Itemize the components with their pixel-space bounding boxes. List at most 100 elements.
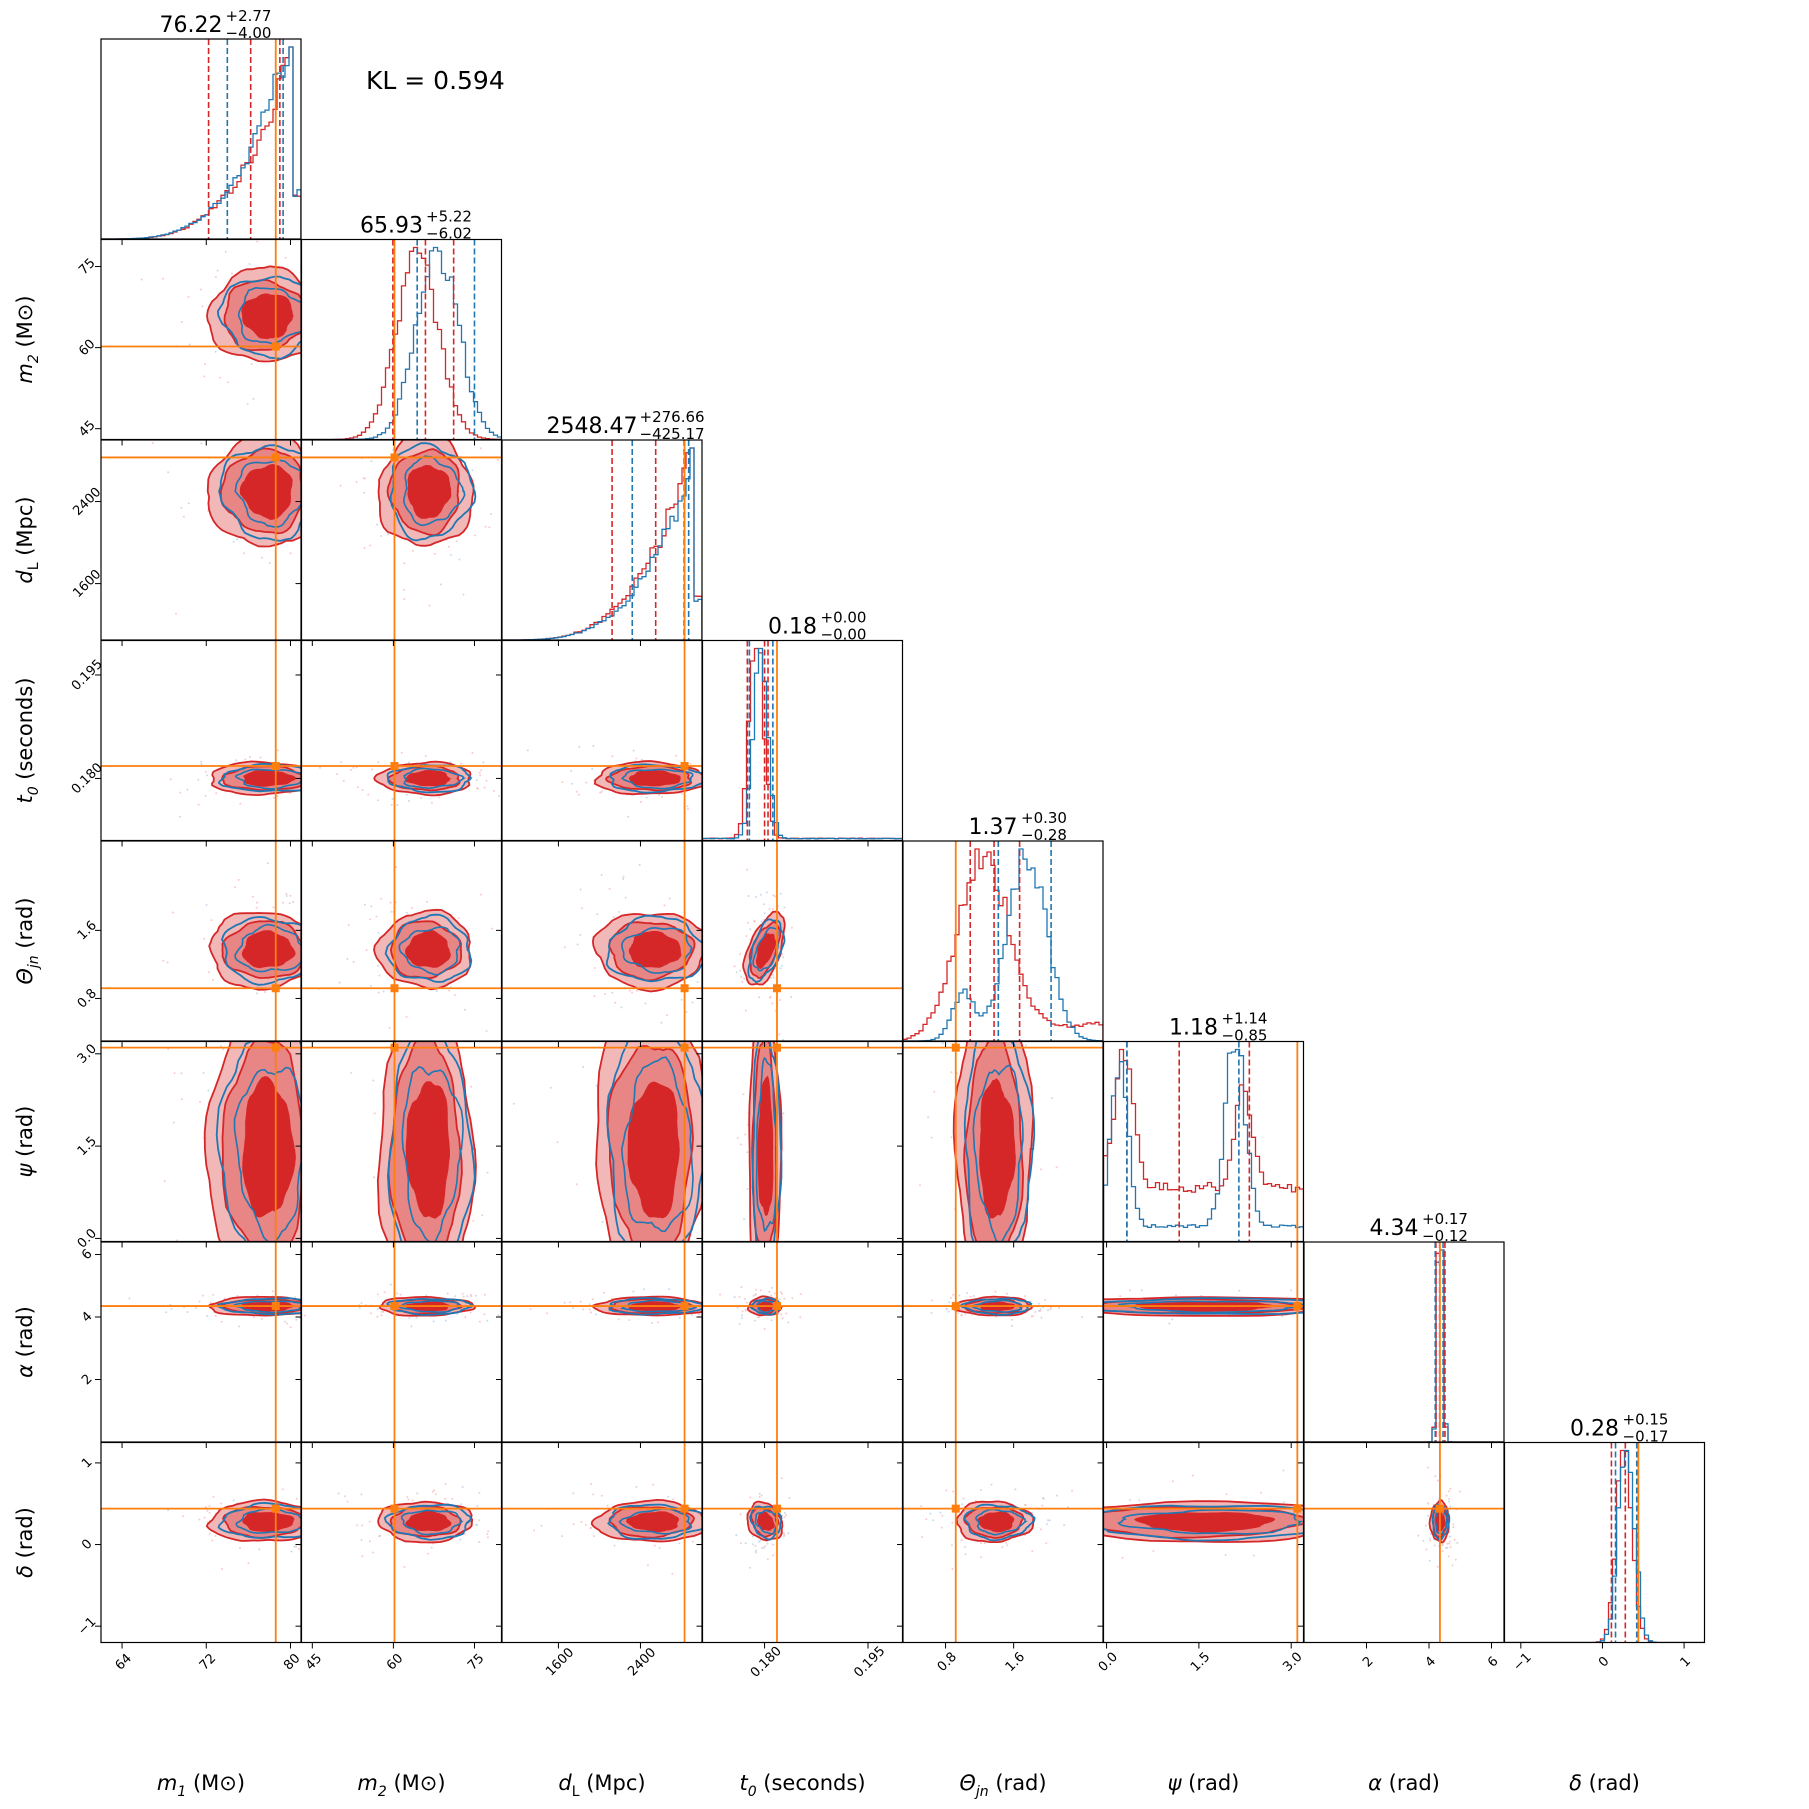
- scatter-point: [760, 1359, 762, 1361]
- scatter-point: [466, 1295, 469, 1298]
- scatter-point: [309, 924, 311, 926]
- scatter-point: [480, 769, 483, 772]
- scatter-point: [769, 1282, 771, 1284]
- scatter-point: [925, 1518, 928, 1521]
- scatter-point: [1260, 1491, 1263, 1494]
- scatter-point: [685, 1010, 688, 1013]
- scatter-point: [327, 1545, 329, 1547]
- y-tick-label: 0.8: [75, 986, 100, 1011]
- scatter-point: [782, 1112, 785, 1115]
- x-tick-label: 3.0: [1280, 1650, 1305, 1675]
- scatter-point: [494, 1028, 496, 1030]
- scatter-point: [1052, 1015, 1054, 1017]
- panel-frame: [300, 1241, 503, 1443]
- scatter-point: [1464, 1520, 1466, 1522]
- red-histogram-step: [702, 647, 903, 841]
- scatter-point: [646, 1564, 649, 1567]
- scatter-point: [737, 788, 739, 790]
- scatter-point: [483, 786, 486, 789]
- scatter-point: [335, 928, 337, 930]
- scatter-point: [749, 1290, 751, 1292]
- scatter-point: [772, 894, 775, 897]
- scatter-point: [687, 808, 689, 810]
- y-tick-label: 6: [79, 1247, 95, 1263]
- panel-frame: [701, 1441, 904, 1644]
- scatter-point: [1372, 1293, 1374, 1295]
- scatter-point: [308, 772, 310, 774]
- scatter-point: [534, 934, 536, 936]
- scatter-point: [1428, 1559, 1431, 1562]
- scatter-point: [390, 910, 393, 913]
- scatter-point: [348, 1101, 350, 1103]
- scatter-point: [746, 868, 749, 871]
- scatter-point: [209, 1301, 212, 1304]
- scatter-point: [741, 1310, 744, 1313]
- scatter-point: [376, 1247, 378, 1249]
- scatter-point: [314, 498, 316, 500]
- scatter-point: [1066, 1542, 1068, 1544]
- scatter-point: [208, 1505, 211, 1507]
- scatter-point: [430, 1546, 433, 1549]
- scatter-point: [678, 1542, 681, 1545]
- scatter-point: [708, 928, 710, 930]
- scatter-point: [1318, 1303, 1320, 1305]
- scatter-point: [411, 1499, 414, 1502]
- scatter-point: [212, 1293, 215, 1296]
- scatter-point: [1322, 1538, 1324, 1540]
- scatter-point: [326, 928, 328, 930]
- scatter-point: [1450, 1299, 1452, 1301]
- scatter-point: [916, 1549, 918, 1551]
- panel-delta-vs-m1: [101, 1442, 330, 1643]
- scatter-point: [285, 895, 288, 897]
- scatter-point: [1081, 1316, 1083, 1319]
- scatter-point: [350, 1071, 353, 1074]
- title-lower-err: −425.17: [640, 425, 705, 443]
- scatter-point: [781, 953, 783, 956]
- scatter-point: [717, 1534, 719, 1536]
- scatter-point: [198, 1518, 201, 1521]
- scatter-point: [217, 421, 219, 423]
- scatter-point: [388, 1026, 391, 1029]
- scatter-point: [1424, 1524, 1427, 1527]
- blue-contour-inner: [402, 455, 466, 527]
- scatter-point: [195, 1307, 197, 1309]
- panel-frame: [100, 38, 302, 240]
- scatter-point: [341, 468, 343, 470]
- scatter-point: [632, 1290, 635, 1293]
- scatter-point: [570, 1292, 572, 1294]
- scatter-point: [561, 781, 564, 784]
- scatter-point: [739, 1210, 741, 1212]
- scatter-point: [450, 1016, 452, 1018]
- scatter-point: [704, 1198, 706, 1200]
- scatter-point: [327, 552, 329, 554]
- x-tick-label: 75: [465, 1651, 487, 1673]
- scatter-point: [396, 804, 399, 807]
- scatter-point: [389, 1283, 392, 1286]
- scatter-point: [1453, 1538, 1456, 1541]
- panel-frame: [1102, 1441, 1305, 1644]
- scatter-point: [606, 1504, 609, 1507]
- scatter-point: [309, 1134, 311, 1136]
- scatter-point: [262, 393, 264, 395]
- scatter-point: [239, 802, 242, 805]
- scatter-point: [234, 1242, 236, 1244]
- scatter-point: [306, 787, 308, 789]
- scatter-point: [478, 1005, 480, 1007]
- x-tick-label: 1600: [543, 1645, 577, 1679]
- scatter-point: [350, 768, 353, 771]
- scatter-point: [464, 1533, 466, 1536]
- scatter-point: [207, 971, 210, 974]
- scatter-point: [206, 774, 209, 777]
- scatter-point: [328, 1512, 330, 1514]
- scatter-point: [471, 949, 473, 951]
- scatter-point: [276, 749, 279, 752]
- scatter-point: [873, 1303, 875, 1305]
- scatter-point: [248, 263, 251, 265]
- scatter-point: [517, 1301, 519, 1303]
- panel-frame: [1303, 1441, 1505, 1644]
- scatter-point: [1175, 1294, 1177, 1297]
- scatter-point: [782, 1532, 785, 1535]
- x-tick-label: 1: [1678, 1654, 1694, 1670]
- scatter-point: [1252, 1554, 1255, 1557]
- scatter-point: [735, 971, 738, 974]
